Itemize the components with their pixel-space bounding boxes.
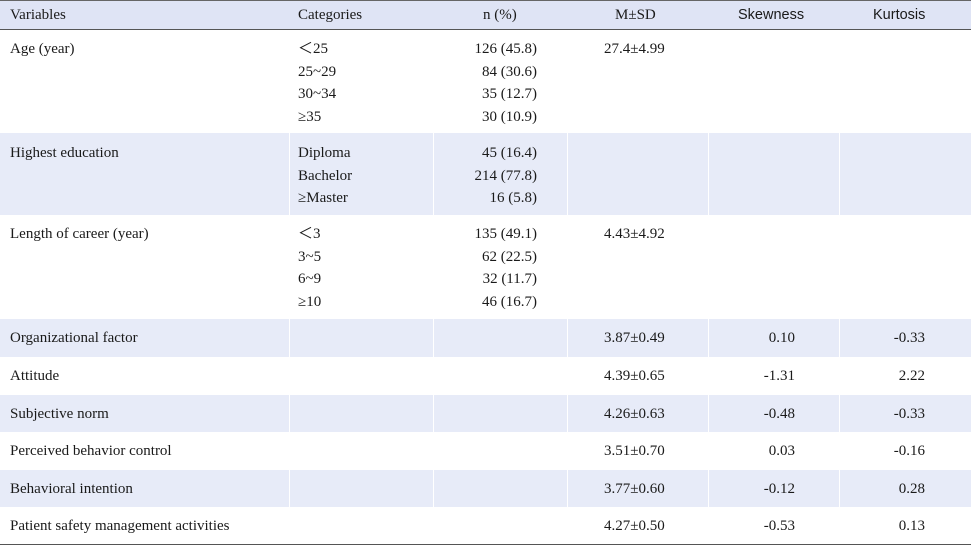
column-separator (433, 470, 434, 507)
table-row: Length of career (year) ＜3 3~5 6~9 ≥10 135 (4… (0, 215, 971, 319)
skewness-cell: 0.10 (768, 330, 795, 346)
table-row: Attitude 4.39±0.65 -1.31 2.22 (0, 357, 971, 395)
category-cell: 30~34 (298, 86, 337, 102)
category-cell: 3~5 (298, 248, 322, 265)
variable-cell: Length of career (year) (10, 226, 149, 242)
n-percent-cell: 62 (22.5) (482, 248, 537, 265)
variable-cell: Patient safety management activities (10, 518, 230, 534)
header-categories: Categories (298, 7, 363, 23)
column-separator (433, 395, 434, 432)
mean-sd-cell: 27.4±4.99 (604, 41, 665, 57)
column-separator (289, 319, 290, 357)
category-cell: Diploma (298, 145, 351, 161)
column-separator (839, 319, 840, 357)
category-cell: ＜3 (298, 226, 321, 242)
kurtosis-cell: 2.22 (898, 368, 925, 384)
n-percent-cell: 32 (11.7) (482, 271, 537, 287)
column-separator (567, 133, 568, 215)
skewness-cell: 0.03 (768, 443, 795, 459)
header-variables: Variables (10, 7, 66, 23)
n-percent-cell: 46 (16.7) (482, 293, 537, 310)
table-row: Subjective norm 4.26±0.63 -0.48 -0.33 (0, 395, 971, 432)
n-percent-cell: 30 (10.9) (482, 108, 537, 125)
variable-cell: Perceived behavior control (10, 443, 172, 459)
kurtosis-cell: 0.28 (898, 481, 925, 497)
category-cell: ≥10 (298, 293, 322, 310)
table-row: Organizational factor 3.87±0.49 0.10 -0.33 (0, 319, 971, 357)
column-separator (839, 133, 840, 215)
variable-cell: Age (year) (10, 41, 75, 57)
category-cell: 6~9 (298, 271, 322, 287)
column-separator (289, 133, 290, 215)
header-bottom-rule (0, 29, 971, 30)
column-separator (708, 470, 709, 507)
header-msd: M±SD (615, 7, 656, 23)
category-cell: Bachelor (298, 167, 353, 184)
variable-cell: Organizational factor (10, 330, 138, 346)
column-separator (708, 133, 709, 215)
mean-sd-cell: 4.27±0.50 (604, 518, 665, 534)
variable-cell: Subjective norm (10, 406, 109, 422)
column-separator (289, 395, 290, 432)
skewness-cell: -0.53 (763, 518, 795, 534)
n-percent-cell: 16 (5.8) (489, 190, 538, 206)
variable-cell: Attitude (10, 368, 60, 384)
category-cell: ≥35 (298, 108, 322, 125)
category-cell: ≥Master (298, 190, 348, 206)
n-percent-cell: 35 (12.7) (482, 86, 537, 102)
column-separator (839, 470, 840, 507)
header-kurtosis: Kurtosis (873, 7, 926, 23)
kurtosis-cell: -0.33 (893, 330, 925, 346)
mean-sd-cell: 4.39±0.65 (604, 368, 665, 384)
column-separator (567, 470, 568, 507)
mean-sd-cell: 3.51±0.70 (604, 443, 665, 459)
skewness-cell: -0.48 (763, 406, 795, 422)
variable-cell: Behavioral intention (10, 481, 133, 497)
column-separator (708, 319, 709, 357)
column-separator (708, 395, 709, 432)
column-separator (433, 319, 434, 357)
n-percent-cell: 45 (16.4) (482, 145, 537, 161)
mean-sd-cell: 4.43±4.92 (604, 226, 665, 242)
table-bottom-rule (0, 544, 971, 545)
n-percent-cell: 214 (77.8) (474, 167, 538, 184)
category-cell: ＜25 (298, 41, 329, 57)
column-separator (567, 395, 568, 432)
category-cell: 25~29 (298, 63, 337, 80)
table-row: Highest education Diploma Bachelor ≥Master 4… (0, 133, 971, 215)
variable-cell: Highest education (10, 145, 119, 161)
table-row: Age (year) ＜25 25~29 30~34 ≥35 126 (45.8) 84 (… (0, 30, 971, 133)
table-row: Patient safety management activities 4.27… (0, 507, 971, 544)
kurtosis-cell: -0.16 (893, 443, 925, 459)
mean-sd-cell: 3.77±0.60 (604, 481, 665, 497)
header-skewness: Skewness (738, 7, 805, 23)
skewness-cell: -1.31 (763, 368, 795, 384)
n-percent-cell: 84 (30.6) (482, 63, 537, 80)
table-row: Perceived behavior control 3.51±0.70 0.03 -… (0, 432, 971, 470)
column-separator (567, 319, 568, 357)
kurtosis-cell: -0.33 (893, 406, 925, 422)
skewness-cell: -0.12 (763, 481, 795, 497)
mean-sd-cell: 3.87±0.49 (604, 330, 665, 346)
table-header: Variables Categories n (%) M±SD Skewness… (0, 1, 971, 29)
column-separator (289, 470, 290, 507)
kurtosis-cell: 0.13 (898, 518, 925, 534)
mean-sd-cell: 4.26±0.63 (604, 406, 665, 422)
table-row: Behavioral intention 3.77±0.60 -0.12 0.28 (0, 470, 971, 507)
n-percent-cell: 135 (49.1) (474, 226, 538, 242)
column-separator (839, 395, 840, 432)
n-percent-cell: 126 (45.8) (474, 41, 538, 57)
table-top-rule (0, 0, 971, 1)
header-n: n (%) (483, 7, 517, 23)
column-separator (433, 133, 434, 215)
